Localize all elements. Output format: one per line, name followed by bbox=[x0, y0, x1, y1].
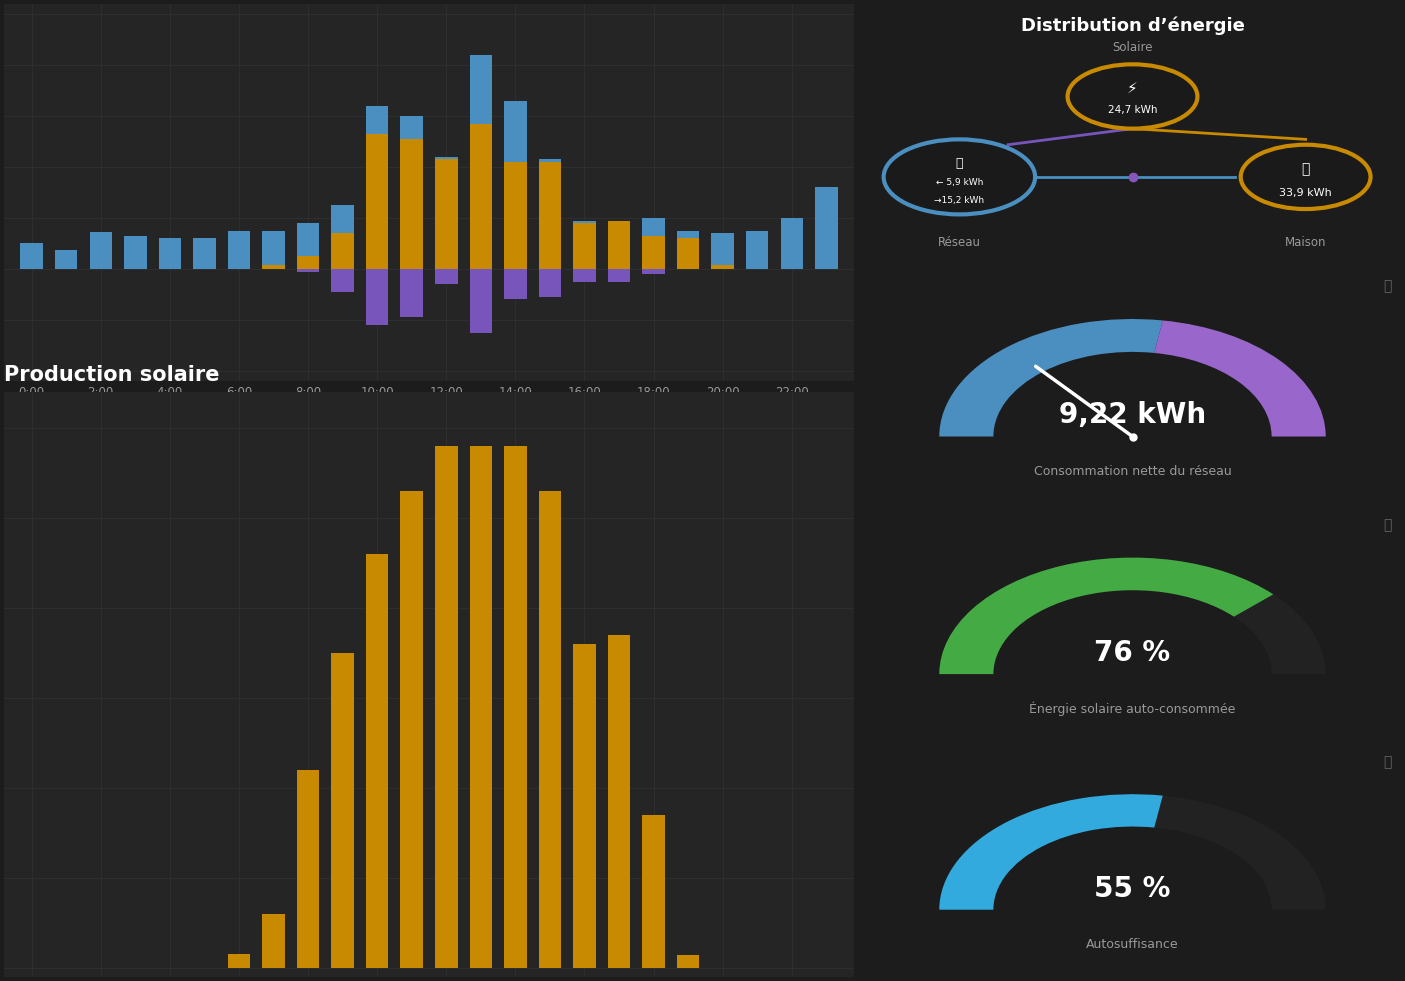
Bar bbox=[815, 187, 837, 269]
Bar bbox=[263, 914, 285, 968]
Bar bbox=[263, 265, 285, 269]
Text: Distribution d’énergie: Distribution d’énergie bbox=[1020, 16, 1245, 34]
Bar bbox=[504, 269, 527, 299]
Bar bbox=[21, 243, 44, 269]
Bar bbox=[642, 815, 665, 968]
Bar bbox=[538, 269, 561, 297]
Bar bbox=[469, 446, 492, 968]
Bar bbox=[677, 238, 700, 269]
Bar bbox=[400, 116, 423, 269]
Text: 76 %: 76 % bbox=[1094, 640, 1170, 667]
Bar bbox=[263, 231, 285, 269]
Text: Production solaire: Production solaire bbox=[4, 365, 219, 385]
Text: ← 5,9 kWh: ← 5,9 kWh bbox=[936, 178, 983, 186]
Bar bbox=[400, 491, 423, 968]
Bar bbox=[296, 770, 319, 968]
Text: ⓘ: ⓘ bbox=[1384, 280, 1392, 293]
Bar bbox=[642, 235, 665, 269]
Bar bbox=[90, 232, 112, 269]
Bar bbox=[469, 55, 492, 269]
Circle shape bbox=[884, 139, 1035, 215]
Bar bbox=[538, 491, 561, 968]
Bar bbox=[573, 644, 596, 968]
Bar bbox=[504, 162, 527, 269]
Text: 9,22 kWh: 9,22 kWh bbox=[1059, 401, 1205, 430]
Text: Maison: Maison bbox=[1284, 235, 1326, 249]
Bar bbox=[332, 233, 354, 269]
Bar bbox=[55, 250, 77, 269]
Text: 33,9 kWh: 33,9 kWh bbox=[1279, 188, 1332, 198]
Bar bbox=[436, 157, 458, 269]
Circle shape bbox=[1241, 145, 1370, 209]
Bar bbox=[608, 269, 631, 282]
Bar bbox=[296, 269, 319, 273]
Text: Solaire: Solaire bbox=[1113, 40, 1152, 54]
Bar bbox=[608, 221, 631, 269]
Bar bbox=[228, 954, 250, 968]
Bar bbox=[746, 231, 769, 269]
Text: ⓘ: ⓘ bbox=[1384, 518, 1392, 532]
Wedge shape bbox=[1155, 321, 1326, 437]
Bar bbox=[296, 223, 319, 269]
Text: 🏠: 🏠 bbox=[1301, 162, 1309, 176]
Bar bbox=[642, 269, 665, 274]
Bar bbox=[365, 134, 388, 269]
Wedge shape bbox=[940, 557, 1273, 674]
Bar bbox=[332, 205, 354, 269]
Wedge shape bbox=[940, 319, 1326, 437]
Text: Autosuffisance: Autosuffisance bbox=[1086, 938, 1179, 951]
Bar bbox=[192, 238, 215, 269]
Text: Réseau: Réseau bbox=[939, 235, 981, 249]
Wedge shape bbox=[940, 795, 1163, 909]
Bar bbox=[538, 159, 561, 269]
Bar bbox=[296, 256, 319, 269]
Circle shape bbox=[1068, 65, 1197, 129]
Bar bbox=[642, 218, 665, 269]
Wedge shape bbox=[940, 319, 1163, 437]
Bar bbox=[711, 265, 733, 269]
Text: Consommation nette du réseau: Consommation nette du réseau bbox=[1034, 465, 1231, 479]
Bar bbox=[159, 238, 181, 269]
Bar bbox=[781, 218, 804, 269]
Bar bbox=[332, 269, 354, 291]
Bar bbox=[573, 221, 596, 269]
Wedge shape bbox=[940, 795, 1326, 909]
Text: ⚡: ⚡ bbox=[1127, 81, 1138, 96]
Bar bbox=[469, 124, 492, 269]
Text: 🚶: 🚶 bbox=[955, 157, 964, 170]
Bar bbox=[365, 269, 388, 325]
Bar bbox=[469, 269, 492, 333]
Bar bbox=[504, 101, 527, 269]
Wedge shape bbox=[940, 557, 1326, 674]
Bar bbox=[608, 221, 631, 269]
Bar bbox=[436, 159, 458, 269]
Bar bbox=[436, 269, 458, 284]
Bar bbox=[124, 235, 146, 269]
Text: ⓘ: ⓘ bbox=[1384, 754, 1392, 769]
Text: →15,2 kWh: →15,2 kWh bbox=[934, 196, 985, 205]
Bar bbox=[573, 223, 596, 269]
Text: 24,7 kWh: 24,7 kWh bbox=[1107, 105, 1158, 115]
Bar bbox=[711, 233, 733, 269]
Bar bbox=[573, 269, 596, 282]
Text: 55 %: 55 % bbox=[1094, 875, 1170, 903]
Bar bbox=[436, 446, 458, 968]
Bar bbox=[365, 106, 388, 269]
Bar bbox=[400, 139, 423, 269]
Bar bbox=[228, 231, 250, 269]
Bar bbox=[538, 162, 561, 269]
Bar bbox=[365, 554, 388, 968]
Bar bbox=[608, 635, 631, 968]
Bar bbox=[677, 955, 700, 968]
Bar bbox=[400, 269, 423, 317]
Text: Énergie solaire auto-consommée: Énergie solaire auto-consommée bbox=[1030, 701, 1235, 716]
Bar bbox=[677, 231, 700, 269]
Bar bbox=[504, 446, 527, 968]
Bar bbox=[332, 653, 354, 968]
